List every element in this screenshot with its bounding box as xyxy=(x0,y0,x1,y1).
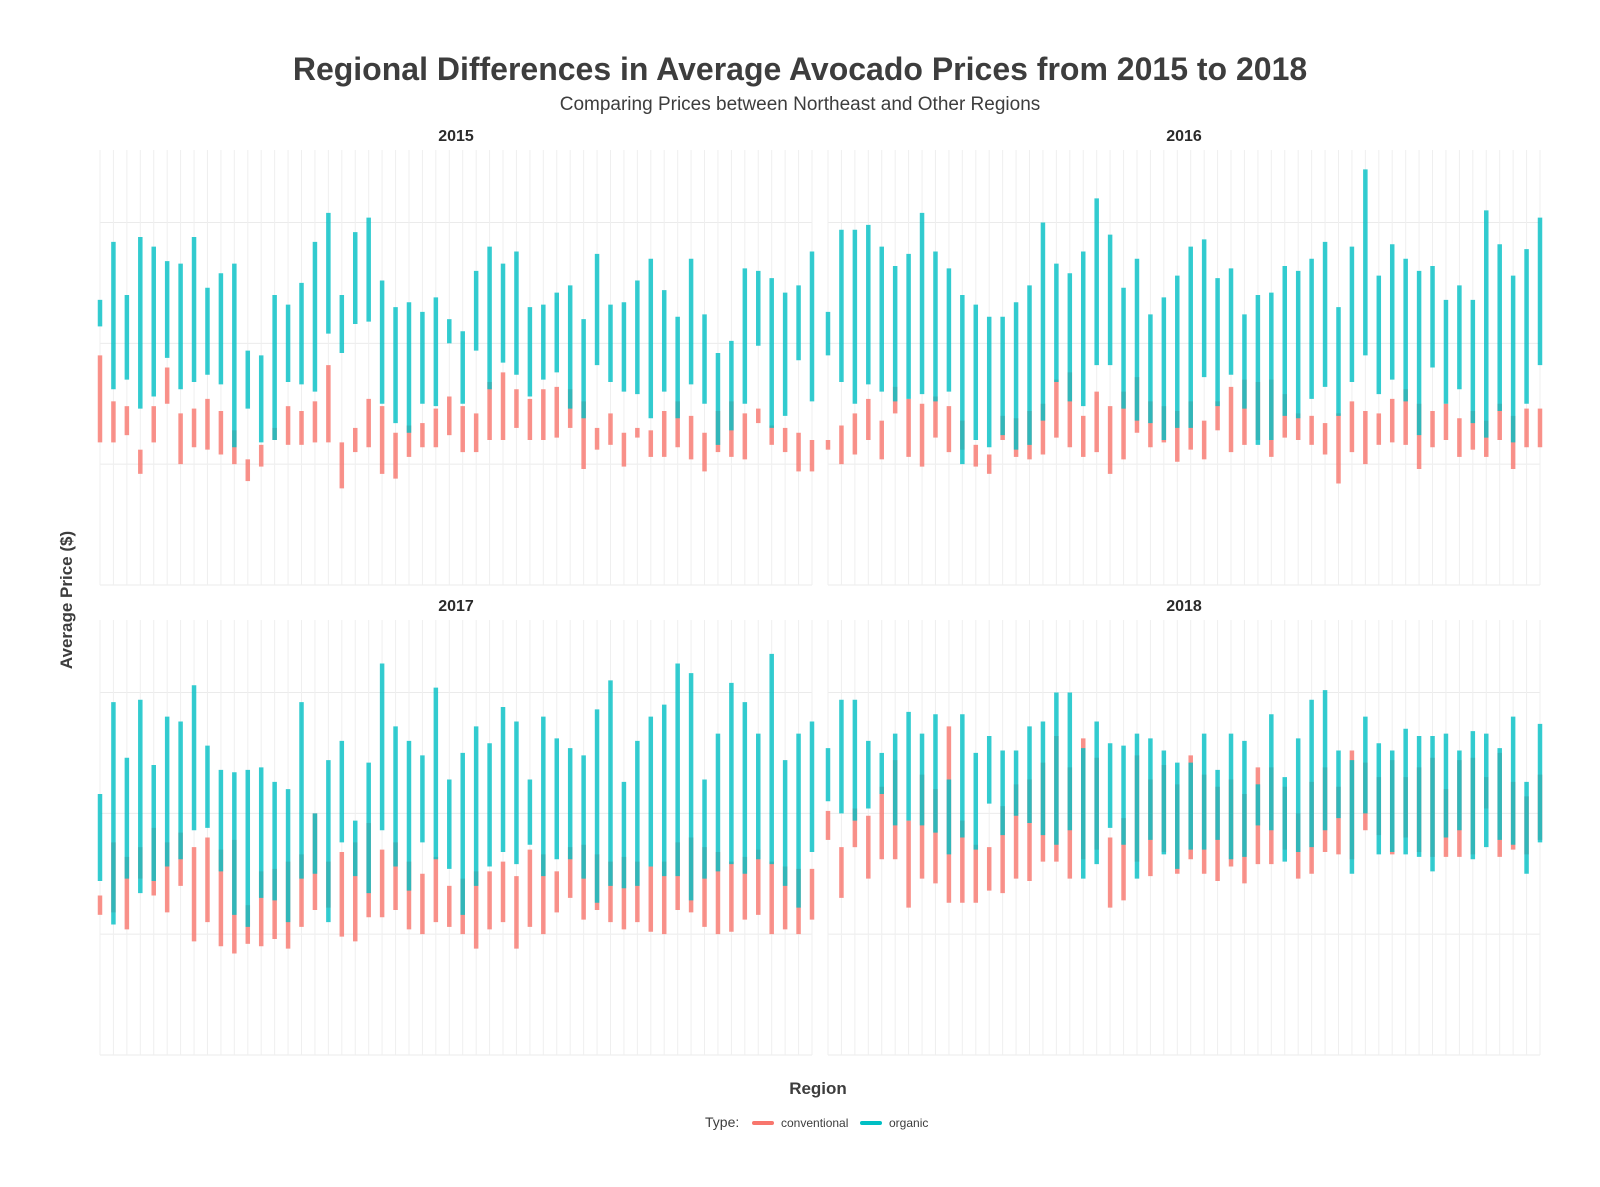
panel-title: 2018 xyxy=(1166,598,1202,615)
panel-title: 2016 xyxy=(1166,128,1202,145)
panel-2015: 2015 xyxy=(97,128,815,586)
x-axis-title: Region xyxy=(789,1079,847,1098)
panel-2017: 2017 xyxy=(97,598,815,1056)
y-axis-title: Average Price ($) xyxy=(57,531,76,669)
range-segments xyxy=(97,653,815,954)
chart-subtitle: Comparing Prices between Northeast and O… xyxy=(560,94,1041,115)
legend: Type: conventional organic xyxy=(705,1114,928,1130)
panel-title: 2015 xyxy=(438,128,474,145)
range-segments xyxy=(825,690,1543,908)
legend-label-organic: organic xyxy=(889,1116,928,1130)
chart-title: Regional Differences in Average Avocado … xyxy=(293,51,1307,87)
panel-2018: 2018 xyxy=(825,598,1543,1056)
panel-title: 2017 xyxy=(438,598,474,615)
range-segments xyxy=(825,169,1543,484)
facet-panels: 2015 2016 2017 2018 xyxy=(97,128,1543,1056)
legend-label-conventional: conventional xyxy=(781,1116,848,1130)
legend-title: Type: xyxy=(705,1114,739,1130)
panel-2016: 2016 xyxy=(825,128,1543,586)
range-segments xyxy=(97,212,815,489)
